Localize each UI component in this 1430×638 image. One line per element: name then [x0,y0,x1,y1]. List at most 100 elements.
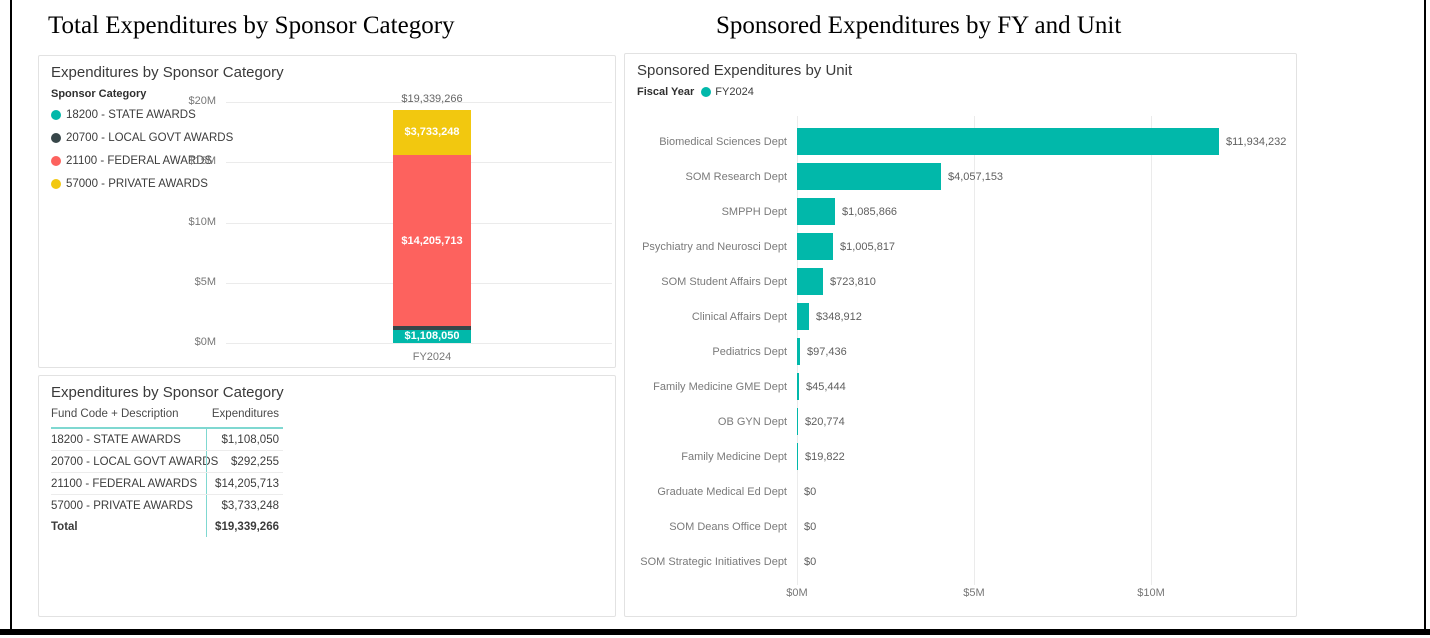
fiscal-year-legend-value: FY2024 [715,86,754,98]
expenditures-cell: $3,733,248 [206,495,283,516]
unit-value-label: $4,057,153 [948,170,1004,183]
stacked-chart-title: Expenditures by Sponsor Category [51,64,284,81]
unit-bar[interactable] [797,408,798,435]
bar-segment-20700[interactable] [393,326,471,330]
unit-bar-row: Graduate Medical Ed Dept $0 [637,474,1288,509]
x-axis-tick-label: $5M [963,587,985,599]
unit-bar-row: Psychiatry and Neurosci Dept $1,005,817 [637,229,1288,264]
unit-bar[interactable] [797,373,799,400]
fund-code-cell: 57000 - PRIVATE AWARDS [51,499,193,512]
unit-bar-row: SMPPH Dept $1,085,866 [637,194,1288,229]
legend-item[interactable]: 18200 - STATE AWARDS [51,109,233,121]
unit-bar-zone: $1,085,866 [797,194,1288,229]
expenditures-table-panel: Expenditures by Sponsor Category Fund Co… [38,375,616,617]
unit-bar-zone: $4,057,153 [797,159,1288,194]
unit-bar-zone: $0 [797,474,1288,509]
unit-value-label: $0 [804,520,817,533]
fiscal-year-legend-label: Fiscal Year [637,86,695,98]
page-heading-right: Sponsored Expenditures by FY and Unit [716,12,1122,39]
unit-bar-row: Pediatrics Dept $97,436 [637,334,1288,369]
unit-bar[interactable] [797,268,823,295]
legend-item[interactable]: 57000 - PRIVATE AWARDS [51,178,233,190]
unit-category-label: Clinical Affairs Dept [691,310,787,323]
bar-segment-label: $1,108,050 [404,330,460,343]
unit-bar[interactable] [797,128,1219,155]
y-axis-tick-label: $15M [188,155,216,168]
unit-bar-row: Family Medicine Dept $19,822 [637,439,1288,474]
legend-item-label: 20700 - LOCAL GOVT AWARDS [66,132,234,144]
unit-bar-row: SOM Research Dept $4,057,153 [637,159,1288,194]
table-header-row: Fund Code + Description Expenditures [51,408,283,429]
unit-bar-row: SOM Strategic Initiatives Dept $0 [637,544,1288,579]
legend-title: Sponsor Category [51,88,147,100]
bar-segment-57000[interactable]: $3,733,248 [393,109,471,155]
unit-category-label: Psychiatry and Neurosci Dept [642,240,787,253]
unit-category-label: Biomedical Sciences Dept [659,135,787,148]
expenditures-cell: $14,205,713 [206,473,283,494]
unit-bar[interactable] [797,338,800,365]
table-total-row[interactable]: Total $19,339,266 [51,516,283,537]
unit-value-label: $0 [804,485,817,498]
table-row[interactable]: 18200 - STATE AWARDS $1,108,050 [51,429,283,451]
unit-bar[interactable] [797,443,798,470]
unit-bar-zone: $97,436 [797,334,1288,369]
column-header-expenditures[interactable]: Expenditures [211,408,279,420]
unit-value-label: $1,085,866 [842,205,898,218]
stacked-chart-panel: Expenditures by Sponsor Category Sponsor… [38,55,616,368]
unit-category-label: SOM Student Affairs Dept [661,275,787,288]
unit-value-label: $19,822 [805,450,845,463]
column-header-fund-code[interactable]: Fund Code + Description [51,408,179,420]
table-row[interactable]: 57000 - PRIVATE AWARDS $3,733,248 [51,495,283,516]
table-body: 18200 - STATE AWARDS $1,108,050 20700 - LO… [51,429,283,516]
fund-code-cell: 21100 - FEDERAL AWARDS [51,477,198,490]
unit-bar-row: SOM Deans Office Dept $0 [637,509,1288,544]
stacked-chart-legend: Sponsor Category 18200 - STATE AWARDS 207… [51,88,233,201]
unit-value-label: $20,774 [805,415,845,428]
unit-bar-zone: $723,810 [797,264,1288,299]
unit-bar-zone: $19,822 [797,439,1288,474]
page-border-right [1424,0,1426,630]
unit-bar[interactable] [797,233,833,260]
unit-bar[interactable] [797,303,809,330]
bar-segment-label: $14,205,713 [401,234,463,247]
legend-item-fy2024[interactable]: FY2024 [701,86,754,98]
stacked-bar-fy2024[interactable]: $1,108,050 $14,205,713 $3,733,248 $19,339,2… [393,93,471,343]
stacked-bar-total-label: $19,339,266 [401,92,463,105]
unit-chart-title: Sponsored Expenditures by Unit [637,62,853,79]
unit-chart-x-axis: $0M $5M $10M [786,587,1288,605]
fund-code-cell: 20700 - LOCAL GOVT AWARDS [51,455,219,468]
expenditures-cell: $292,255 [206,451,283,472]
total-label-cell: Total [51,520,78,533]
table-row[interactable]: 21100 - FEDERAL AWARDS $14,205,713 [51,473,283,495]
x-axis-tick-label: $10M [1137,587,1165,599]
legend-item[interactable]: 21100 - FEDERAL AWARDS [51,155,233,167]
legend-item[interactable]: 20700 - LOCAL GOVT AWARDS [51,132,233,144]
unit-chart-panel: Sponsored Expenditures by Unit Fiscal Ye… [624,53,1297,617]
table-row[interactable]: 20700 - LOCAL GOVT AWARDS $292,255 [51,451,283,473]
expenditures-cell: $1,108,050 [206,429,283,450]
y-axis-tick-label: $5M [194,275,216,288]
unit-bar-zone: $1,005,817 [797,229,1288,264]
bar-segment-18200[interactable]: $1,108,050 [393,329,471,343]
unit-category-label: SMPPH Dept [721,205,787,218]
unit-value-label: $11,934,232 [1226,135,1287,148]
unit-bar[interactable] [797,198,835,225]
legend-item-label: 21100 - FEDERAL AWARDS [66,155,213,167]
unit-bar-row: Clinical Affairs Dept $348,912 [637,299,1288,334]
unit-value-label: $348,912 [816,310,862,323]
y-axis-tick-label: $0M [194,336,216,348]
unit-bar-zone: $20,774 [797,404,1288,439]
unit-bar-zone: $11,934,232 [797,124,1288,159]
total-value-cell: $19,339,266 [206,516,283,537]
unit-category-label: SOM Deans Office Dept [669,520,787,533]
unit-bar-row: SOM Student Affairs Dept $723,810 [637,264,1288,299]
fund-code-cell: 18200 - STATE AWARDS [51,433,181,446]
bar-segment-21100[interactable]: $14,205,713 [393,154,471,327]
unit-value-label: $0 [804,555,817,568]
unit-value-label: $45,444 [806,380,846,393]
unit-category-label: Family Medicine GME Dept [653,380,787,393]
unit-bar[interactable] [797,163,941,190]
legend-dot [51,133,61,143]
unit-category-label: Family Medicine Dept [681,450,787,463]
